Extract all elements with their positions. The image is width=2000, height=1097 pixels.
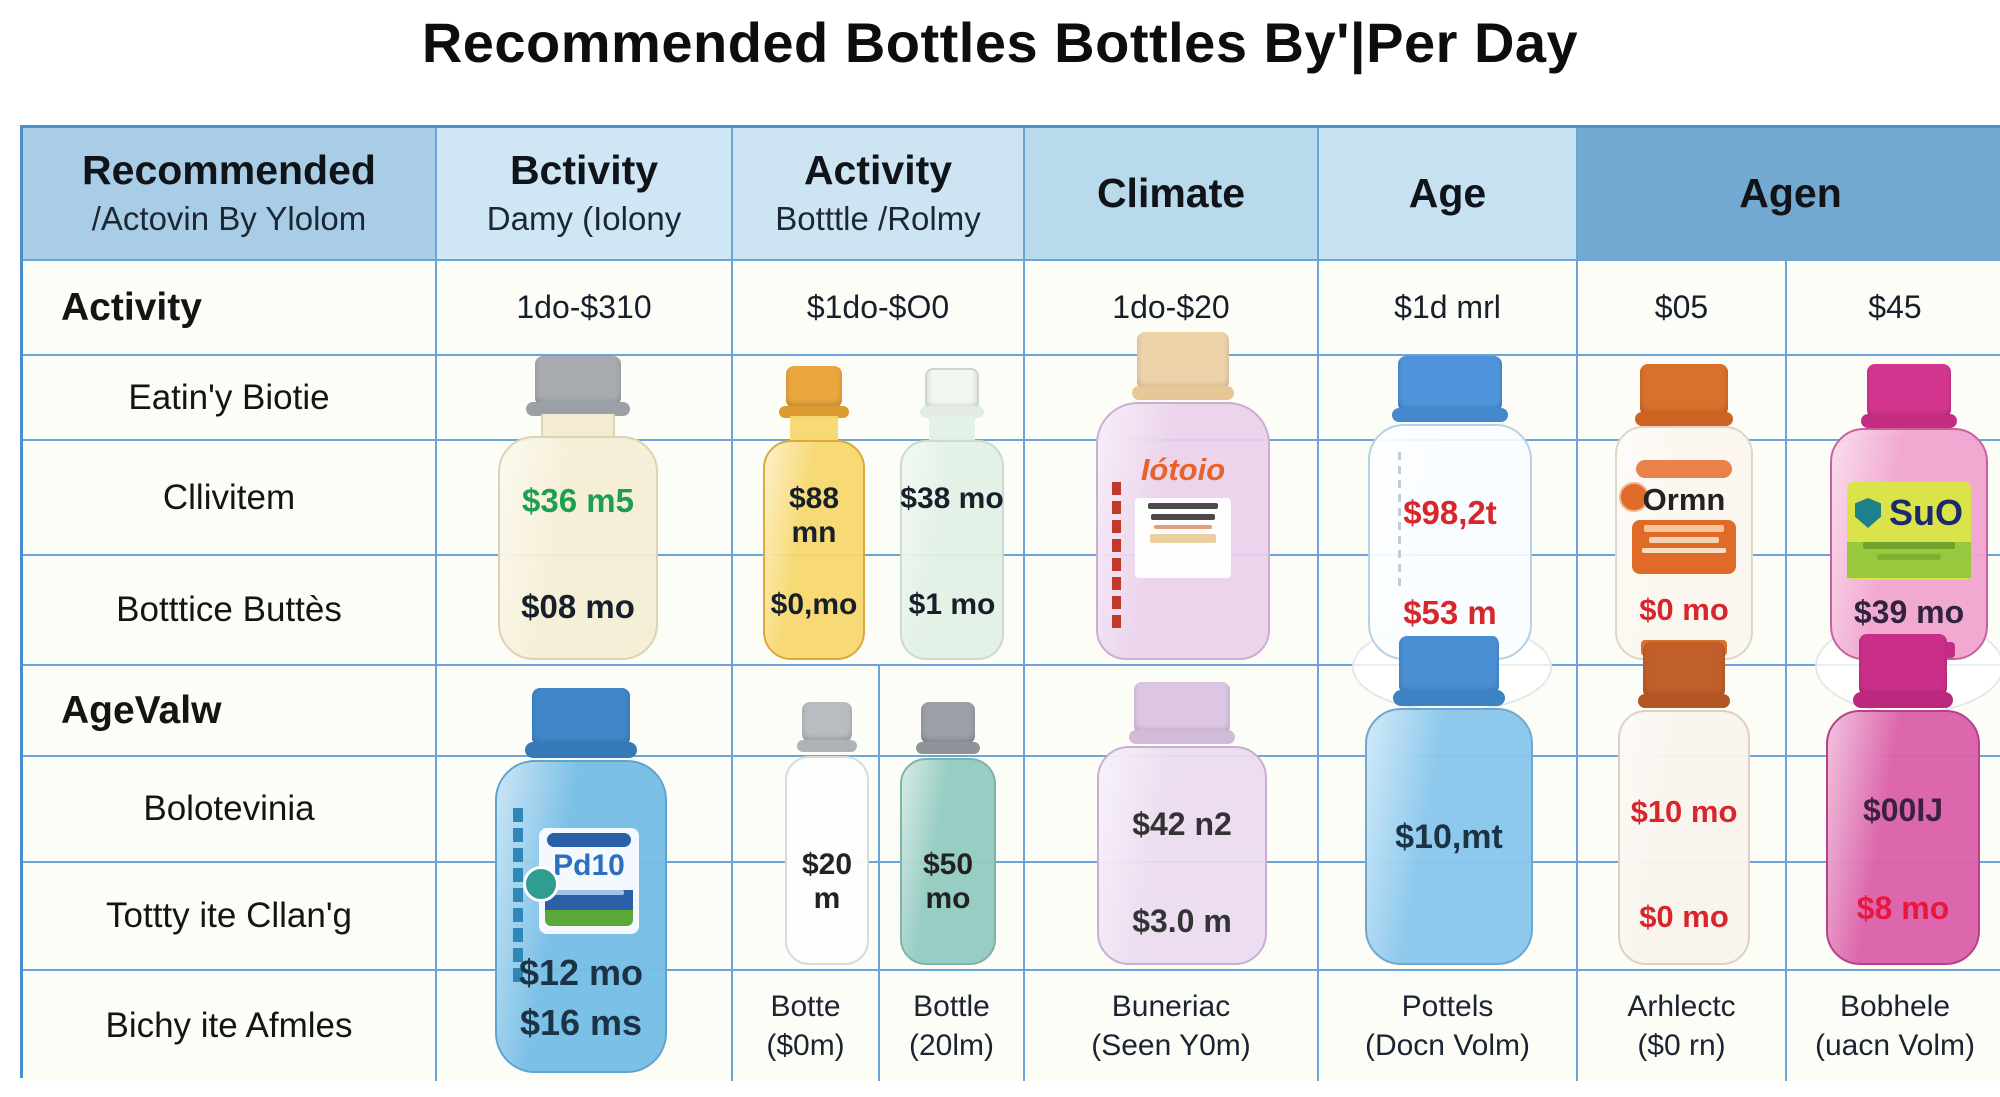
grid-cell bbox=[1319, 863, 1578, 971]
price-cell-age: $1d mrl bbox=[1319, 261, 1578, 356]
label-line1: Bobhele bbox=[1839, 990, 1951, 1023]
label-line1: Buneriac bbox=[1111, 990, 1231, 1023]
grid-cell bbox=[1787, 757, 2000, 863]
grid-cell bbox=[733, 356, 1025, 441]
label-line2: ($0m) bbox=[766, 1029, 845, 1062]
header-recommended: Recommended /Actovin By Ylolom bbox=[23, 128, 437, 261]
page-title: Recommended Bottles Bottles By'|Per Day bbox=[421, 11, 1579, 74]
row-label: Bichy ite Afmles bbox=[23, 971, 437, 1081]
grid-cell bbox=[1025, 441, 1319, 556]
label-line1: Botte bbox=[770, 990, 841, 1023]
label-line1: Pottels bbox=[1401, 990, 1494, 1023]
row-label: Botttice Buttès bbox=[23, 556, 437, 666]
grid-cell bbox=[1787, 863, 2000, 971]
grid-cell bbox=[1319, 666, 1578, 757]
grid-cell bbox=[1319, 356, 1578, 441]
grid-cell bbox=[1787, 441, 2000, 556]
grid-cell bbox=[1319, 556, 1578, 666]
row-label-activity: Activity bbox=[23, 261, 437, 356]
grid-cell bbox=[437, 757, 733, 863]
row-label: Eatin'y Biotie bbox=[23, 356, 437, 441]
grid-cell bbox=[437, 666, 733, 757]
header-bctivity: Bctivity Damy (Iolony bbox=[437, 128, 733, 261]
grid-cell bbox=[1025, 863, 1319, 971]
grid-cell bbox=[1319, 441, 1578, 556]
header-age: Age bbox=[1319, 128, 1578, 261]
header-title: Climate bbox=[1096, 169, 1246, 216]
grid-cell bbox=[733, 863, 880, 971]
price-cell-agen1: $05 bbox=[1578, 261, 1787, 356]
grid-cell bbox=[733, 666, 880, 757]
header-agen: Agen bbox=[1578, 128, 2000, 261]
grid-cell bbox=[1025, 666, 1319, 757]
label-line1: Bottle bbox=[913, 990, 990, 1023]
label-line2: (Seen Y0m) bbox=[1091, 1029, 1251, 1062]
grid-cell bbox=[1578, 556, 1787, 666]
header-title: Bctivity bbox=[509, 146, 659, 193]
header-subtitle: Damy (Iolony bbox=[486, 200, 682, 238]
price-cell-climate: 1do-$20 bbox=[1025, 261, 1319, 356]
grid-cell bbox=[1319, 757, 1578, 863]
label-line2: ($0 rn) bbox=[1637, 1029, 1726, 1062]
grid-cell bbox=[437, 971, 733, 1081]
grid-cell bbox=[437, 356, 733, 441]
header-title: Activity bbox=[803, 146, 953, 193]
bottle-table: Recommended /Actovin By Ylolom Bctivity … bbox=[20, 125, 2000, 1081]
grid-cell bbox=[880, 757, 1025, 863]
row-label: AgeValw bbox=[23, 666, 437, 757]
price-cell-agen2: $45 bbox=[1787, 261, 2000, 356]
bottom-label-bottle: Bottle (20lm) bbox=[880, 971, 1025, 1081]
header-title: Agen bbox=[1739, 169, 1842, 216]
grid-cell bbox=[1578, 441, 1787, 556]
header-title: Recommended bbox=[82, 146, 376, 193]
grid-cell bbox=[1025, 757, 1319, 863]
grid-cell bbox=[1025, 556, 1319, 666]
grid-cell bbox=[733, 441, 1025, 556]
grid-cell bbox=[1578, 757, 1787, 863]
price-cell-activity: $1do-$O0 bbox=[733, 261, 1025, 356]
bottom-label-bobhele: Bobhele (uacn Volm) bbox=[1787, 971, 2000, 1081]
bottom-label-pottels: Pottels (Docn Volm) bbox=[1319, 971, 1578, 1081]
label-line2: (uacn Volm) bbox=[1814, 1029, 1976, 1062]
grid-cell bbox=[437, 556, 733, 666]
grid-cell bbox=[1787, 556, 2000, 666]
bottom-label-arhlectc: Arhlectc ($0 rn) bbox=[1578, 971, 1787, 1081]
label-line2: (Docn Volm) bbox=[1364, 1029, 1531, 1062]
bottom-label-buneriac: Buneriac (Seen Y0m) bbox=[1025, 971, 1319, 1081]
header-subtitle: /Actovin By Ylolom bbox=[91, 200, 367, 238]
grid-cell bbox=[1578, 356, 1787, 441]
row-label: Cllivitem bbox=[23, 441, 437, 556]
grid-cell bbox=[1578, 666, 1787, 757]
grid-cell bbox=[1578, 863, 1787, 971]
price-cell-bctivity: 1do-$310 bbox=[437, 261, 733, 356]
header-activity: Activity Botttle /Rolmy bbox=[733, 128, 1025, 261]
bottom-label-botte: Botte ($0m) bbox=[733, 971, 880, 1081]
label-line1: Arhlectc bbox=[1627, 990, 1736, 1023]
grid-cell bbox=[437, 863, 733, 971]
row-label: Bolotevinia bbox=[23, 757, 437, 863]
grid-cell bbox=[437, 441, 733, 556]
grid-cell bbox=[880, 863, 1025, 971]
header-climate: Climate bbox=[1025, 128, 1319, 261]
header-subtitle: Botttle /Rolmy bbox=[775, 200, 981, 238]
grid-cell bbox=[1787, 666, 2000, 757]
header-title: Age bbox=[1408, 169, 1487, 216]
grid-cell bbox=[733, 556, 1025, 666]
grid-cell bbox=[1787, 356, 2000, 441]
grid-cell bbox=[880, 666, 1025, 757]
label-line2: (20lm) bbox=[908, 1029, 994, 1062]
row-label: Tottty ite Cllan'g bbox=[23, 863, 437, 971]
grid-cell bbox=[1025, 356, 1319, 441]
grid-cell bbox=[733, 757, 880, 863]
